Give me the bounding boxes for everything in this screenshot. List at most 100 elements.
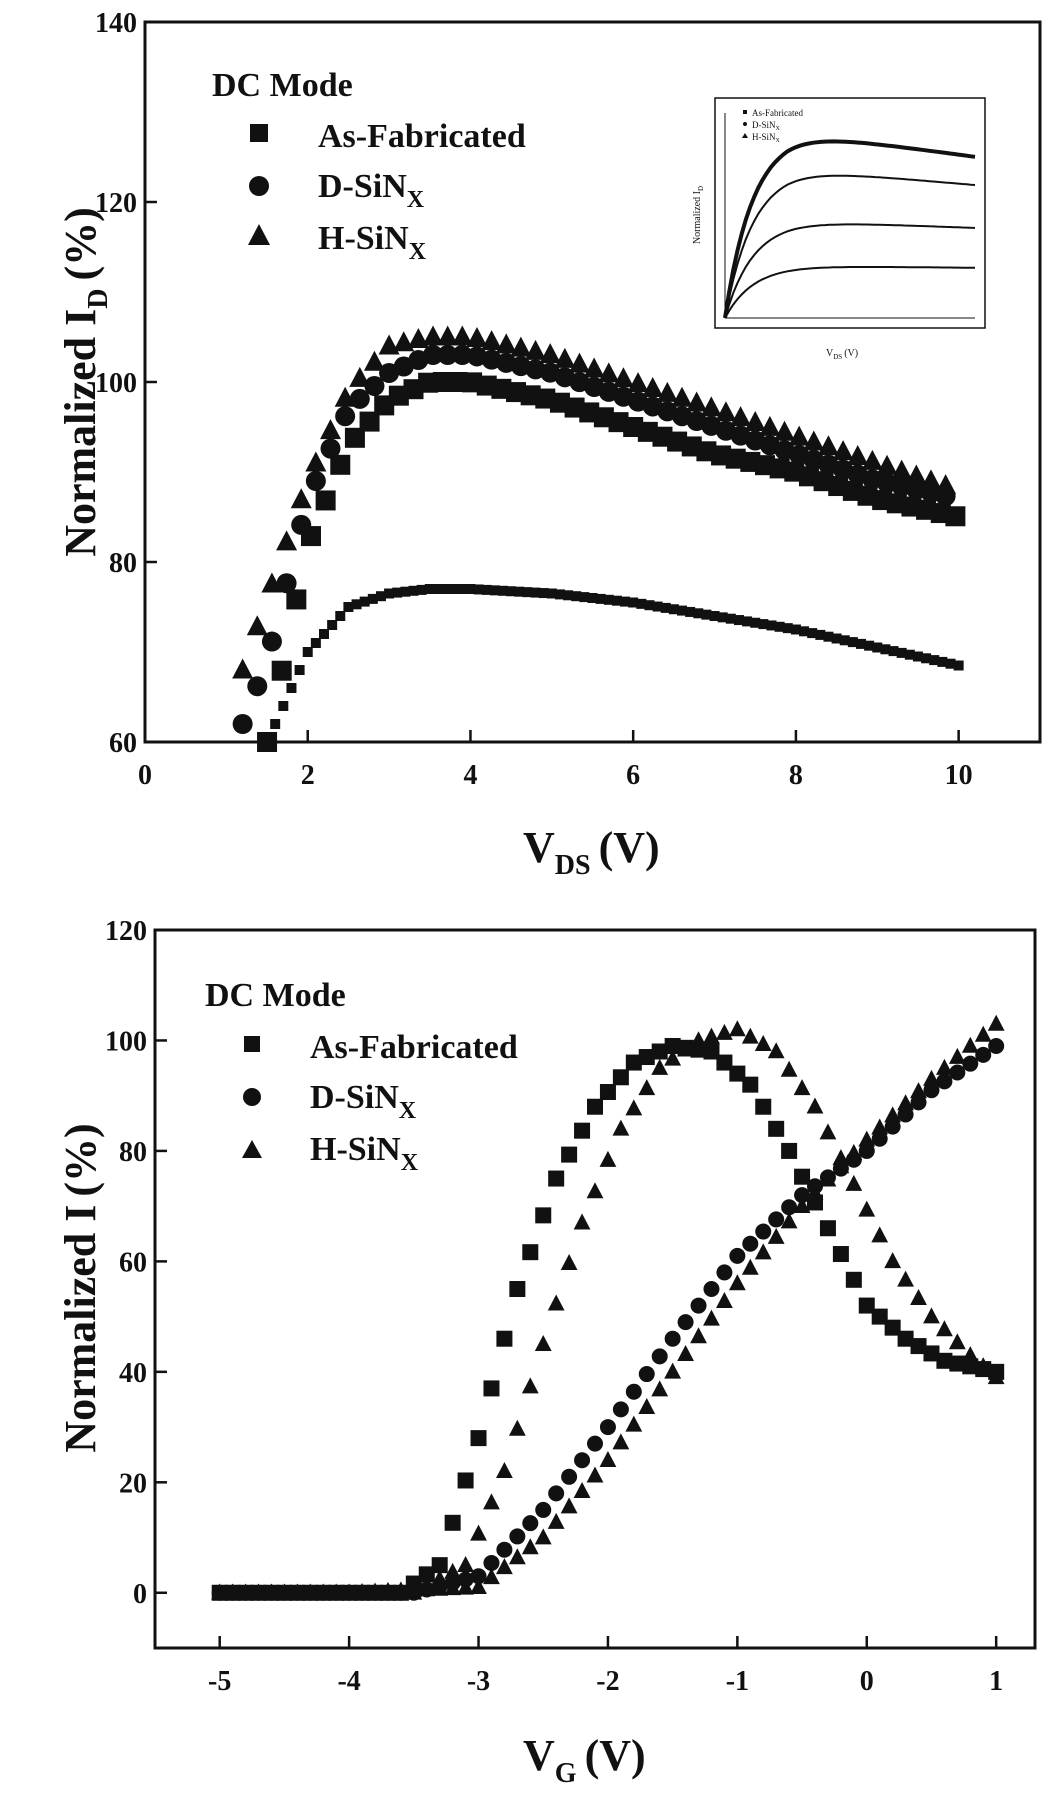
triangle-data-point (948, 1333, 966, 1350)
triangle-data-point (780, 1212, 798, 1229)
svg-text:Normalized I(%): Normalized I(%) (56, 1123, 105, 1452)
triangle-data-point (754, 1243, 772, 1260)
triangle-data-point (466, 326, 488, 347)
y-tick-label: 80 (109, 548, 137, 579)
square-data-point (457, 1472, 474, 1489)
curve-point (481, 584, 492, 595)
legend-triangle-marker (242, 1140, 262, 1158)
triangle-data-point (774, 420, 796, 441)
circle-data-point (677, 1314, 694, 1331)
circle-data-point (794, 1187, 811, 1204)
circle-data-point (703, 1281, 720, 1297)
y-tick-label: 100 (95, 368, 137, 399)
square-data-point (945, 506, 966, 527)
square-data-point (470, 1430, 487, 1447)
triangle-data-point (539, 343, 561, 364)
triangle-data-point (627, 372, 649, 393)
triangle-data-point (671, 386, 693, 407)
square-data-point (625, 1054, 642, 1071)
curve-point (766, 620, 777, 631)
circle-data-point (483, 1554, 500, 1571)
circle-data-point (781, 1199, 798, 1216)
circle-data-point (496, 1541, 513, 1558)
circle-data-point (535, 1501, 552, 1518)
triangle-data-point (651, 1058, 669, 1075)
triangle-data-point (418, 1580, 436, 1597)
triangle-data-point (431, 1579, 449, 1596)
circle-data-point (988, 1037, 1005, 1054)
legend-title: DC Mode (205, 977, 346, 1014)
curve-point (880, 644, 891, 655)
circle-data-point (470, 1568, 487, 1585)
circle-data-point (232, 714, 253, 734)
x-tick-label: 8 (789, 760, 803, 791)
triangle-data-point (560, 1497, 578, 1514)
curve-point (416, 584, 427, 595)
curve-point (400, 586, 411, 597)
y-tick-label: 80 (119, 1137, 147, 1168)
triangle-data-point (638, 1397, 656, 1414)
triangle-data-point (366, 1582, 384, 1599)
triangle-data-point (232, 658, 254, 679)
triangle-data-point (431, 1569, 449, 1586)
circle-data-point (625, 1383, 642, 1400)
curve-point (294, 665, 305, 675)
triangle-data-point (728, 1020, 746, 1037)
triangle-data-point (690, 1031, 707, 1048)
triangle-data-point (759, 415, 781, 436)
curve-point (359, 596, 370, 607)
curve-point (579, 592, 590, 603)
triangle-data-point (876, 454, 898, 475)
triangle-data-point (598, 362, 620, 383)
triangle-data-point (224, 1583, 242, 1600)
triangle-data-point (806, 1097, 824, 1114)
curve-point (367, 593, 378, 604)
triangle-data-point (858, 1130, 876, 1147)
triangle-data-point (638, 1079, 656, 1096)
triangle-data-point (534, 1528, 552, 1545)
triangle-data-point (832, 440, 854, 461)
triangle-data-point (987, 1014, 1005, 1031)
triangle-data-point (554, 347, 576, 368)
y-axis-label-unit: (%) (56, 207, 105, 280)
curve-point (620, 596, 631, 607)
square-data-point (897, 1330, 914, 1347)
triangle-data-point (703, 1027, 720, 1044)
triangle-data-point (496, 1462, 513, 1479)
inset-legend-square (743, 110, 747, 114)
circle-data-point (949, 1064, 966, 1081)
square-data-point (315, 490, 336, 511)
circle-data-point (276, 573, 297, 594)
triangle-data-point (560, 1254, 578, 1271)
curve-point (921, 653, 932, 664)
x-axis-label: VG (V) (523, 1731, 646, 1789)
triangle-data-point (599, 1451, 617, 1468)
triangle-data-point (246, 615, 268, 636)
legend-item-as-fabricated: As-Fabricated (310, 1029, 518, 1066)
circle-data-point (742, 1235, 759, 1252)
curve-point (733, 615, 744, 626)
triangle-data-point (483, 1493, 500, 1510)
legend-item-h-sinx: H-SiNX (310, 1131, 419, 1176)
triangle-data-point (586, 1182, 604, 1199)
triangle-data-point (470, 1578, 487, 1595)
triangle-data-point (891, 459, 913, 480)
square-data-point (716, 1054, 733, 1071)
triangle-data-point (961, 1036, 979, 1053)
square-data-point (561, 1146, 578, 1163)
curve-point (384, 588, 395, 599)
triangle-data-point (334, 386, 356, 407)
triangle-data-point (583, 357, 605, 378)
triangle-data-point (483, 1568, 500, 1585)
triangle-data-point (525, 339, 547, 360)
triangle-data-point (741, 1027, 759, 1044)
triangle-data-point (508, 1548, 526, 1565)
inset-legend-item-2: D-SiNX (752, 120, 781, 132)
triangle-data-point (819, 1123, 837, 1140)
curve-point (725, 613, 736, 624)
legend-item-as-fabricated: As-Fabricated (318, 118, 526, 155)
circle-data-point (716, 1264, 733, 1281)
curve-point (888, 646, 899, 657)
circle-data-point (975, 1046, 992, 1063)
triangle-data-point (788, 425, 810, 446)
